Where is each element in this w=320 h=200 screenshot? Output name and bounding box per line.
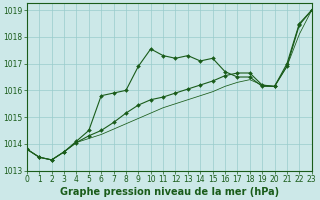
X-axis label: Graphe pression niveau de la mer (hPa): Graphe pression niveau de la mer (hPa) xyxy=(60,187,279,197)
